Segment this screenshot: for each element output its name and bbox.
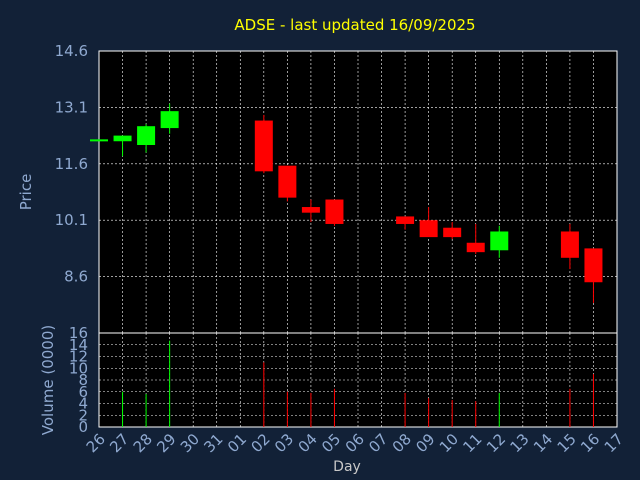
volume-plot-area: [98, 332, 618, 428]
price-y-tick-label: 14.6: [55, 42, 88, 60]
price-y-tick-label: 13.1: [55, 98, 88, 116]
x-tick-label: 08: [389, 430, 415, 456]
candle-body: [90, 139, 108, 142]
x-tick-label: 12: [483, 430, 509, 456]
price-axis-label: Price: [17, 174, 35, 211]
candle-body: [113, 135, 132, 142]
x-tick-labels: 2627282930310102030405060708091011121314…: [83, 430, 627, 456]
price-y-tick-label: 8.6: [64, 268, 88, 286]
x-tick-label: 05: [318, 430, 344, 456]
volume-y-tick-label: 2: [78, 406, 88, 424]
volume-y-tick-label: 4: [78, 395, 88, 413]
volume-y-tick-label: 0: [78, 418, 88, 436]
x-tick-label: 29: [153, 430, 179, 456]
x-tick-label: 15: [554, 430, 580, 456]
candle-body: [443, 227, 462, 238]
x-tick-label: 11: [459, 430, 485, 456]
candlestick-series: [90, 103, 603, 303]
x-tick-label: 10: [436, 430, 462, 456]
price-y-tick-labels: 14.6 13.1 11.6 10.1 8.6: [55, 42, 88, 286]
x-tick-label: 17: [601, 430, 627, 456]
x-tick-label: 01: [224, 430, 250, 456]
volume-axis-label: Volume (0000): [39, 325, 57, 435]
candle-body: [301, 207, 320, 213]
candle-body: [466, 242, 485, 253]
x-tick-label: 07: [365, 430, 391, 456]
x-tick-label: 03: [271, 430, 297, 456]
candle-body: [325, 199, 344, 224]
x-tick-label: 02: [247, 430, 273, 456]
x-tick-label: 04: [295, 430, 321, 456]
candle-body: [396, 216, 415, 224]
x-tick-label: 30: [177, 430, 203, 456]
candle-body: [560, 231, 579, 258]
x-tick-label: 09: [412, 430, 438, 456]
price-y-tick-label: 10.1: [55, 211, 88, 229]
x-tick-label: 13: [506, 430, 532, 456]
volume-y-tick-label: 16: [69, 324, 88, 342]
volume-y-tick-label: 14: [69, 336, 88, 354]
candle-body: [278, 165, 297, 198]
volume-y-tick-label: 6: [78, 383, 88, 401]
x-tick-label: 31: [200, 430, 226, 456]
candle-body: [419, 220, 438, 238]
x-tick-label: 27: [106, 430, 132, 456]
x-tick-label: 16: [577, 430, 603, 456]
candle-body: [160, 111, 179, 129]
volume-series: [122, 340, 594, 427]
x-tick-label: 14: [530, 430, 556, 456]
x-axis-label: Day: [333, 459, 361, 475]
volume-y-tick-label: 12: [69, 348, 88, 366]
x-tick-label: 06: [342, 430, 368, 456]
volume-y-tick-label: 8: [78, 371, 88, 389]
candle-body: [137, 126, 156, 145]
price-y-tick-label: 11.6: [55, 155, 88, 173]
candle-body: [490, 231, 509, 251]
candle-body: [584, 248, 603, 283]
chart-title: ADSE - last updated 16/09/2025: [234, 16, 475, 34]
volume-y-tick-label: 10: [69, 359, 88, 377]
x-tick-label: 28: [130, 430, 156, 456]
candle-body: [254, 120, 273, 172]
